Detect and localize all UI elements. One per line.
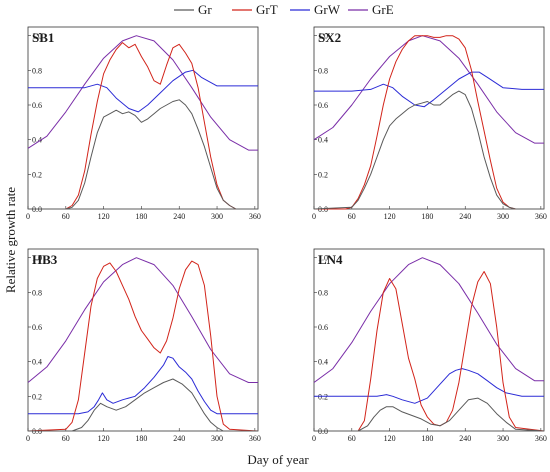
y-tick-label: 0.6 — [318, 323, 328, 332]
y-tick-label: 1.0 — [318, 32, 328, 41]
x-tick-label: 0 — [26, 212, 30, 221]
x-tick-label: 240 — [459, 212, 471, 221]
panel-frame-sb1 — [27, 26, 259, 210]
chart-legend: Gr GrT GrW GrE — [174, 2, 394, 17]
series-line-grw-sx2 — [314, 71, 544, 108]
x-tick-label: 120 — [98, 434, 110, 443]
x-tick-label: 240 — [173, 434, 185, 443]
series-line-grt-sb1 — [28, 42, 258, 210]
x-tick-label: 120 — [98, 212, 110, 221]
x-tick-label: 300 — [211, 212, 223, 221]
y-tick-label: 1.0 — [32, 32, 42, 41]
panel-title-ln4: LN4 — [318, 252, 343, 267]
x-tick-label: 180 — [421, 434, 433, 443]
x-tick-label: 180 — [135, 212, 147, 221]
y-tick-label: 0.6 — [318, 101, 328, 110]
y-tick-label: 0.2 — [318, 392, 328, 401]
series-line-gre-hb3 — [27, 257, 258, 383]
panel-title-sb1: SB1 — [32, 30, 54, 45]
series-line-grw-sb1 — [28, 69, 258, 113]
y-tick-label: 0.8 — [32, 66, 42, 75]
panel-frame-ln4 — [313, 248, 545, 432]
series-line-gr-sx2 — [313, 90, 544, 210]
x-tick-label: 300 — [497, 434, 509, 443]
legend-label-grw: GrW — [314, 2, 341, 17]
series-line-gr-hb3 — [28, 378, 258, 432]
legend-label-gr: Gr — [198, 2, 212, 17]
series-line-grt-ln4 — [314, 271, 545, 432]
y-tick-label: 0.2 — [318, 170, 328, 179]
y-tick-label: 0.2 — [32, 392, 42, 401]
x-axis-title: Day of year — [247, 452, 309, 467]
x-tick-label: 180 — [421, 212, 433, 221]
x-tick-label: 0 — [26, 434, 30, 443]
x-tick-label: 240 — [459, 434, 471, 443]
panel-frame-hb3 — [27, 248, 259, 432]
series-line-grw-ln4 — [314, 368, 544, 404]
x-tick-label: 60 — [348, 212, 356, 221]
x-tick-label: 240 — [173, 212, 185, 221]
x-tick-label: 60 — [62, 434, 70, 443]
panel-title-sx2: SX2 — [318, 30, 341, 45]
series-line-grt-hb3 — [27, 260, 259, 432]
y-tick-label: 0.4 — [318, 136, 328, 145]
x-tick-label: 300 — [497, 212, 509, 221]
x-tick-label: 360 — [535, 434, 547, 443]
x-tick-label: 0 — [312, 212, 316, 221]
y-tick-label: 0.4 — [32, 136, 42, 145]
series-line-gr-ln4 — [314, 397, 545, 432]
x-tick-label: 360 — [249, 212, 261, 221]
y-tick-label: 0.8 — [32, 288, 42, 297]
y-tick-label: 0.4 — [318, 358, 328, 367]
y-tick-label: 1.0 — [32, 254, 42, 263]
series-line-grw-hb3 — [28, 356, 258, 415]
panel-frame-sx2 — [313, 26, 545, 210]
x-tick-label: 60 — [62, 212, 70, 221]
legend-label-gre: GrE — [372, 2, 394, 17]
series-line-gre-sx2 — [313, 35, 544, 144]
panel-title-hb3: HB3 — [32, 252, 58, 267]
series-line-gr-sb1 — [28, 99, 258, 210]
x-tick-label: 120 — [384, 212, 396, 221]
x-tick-label: 120 — [384, 434, 396, 443]
chart-panels: 0.00.20.40.60.81.00 60 120 180 240 300 360SB10… — [26, 26, 547, 443]
y-tick-label: 0.4 — [32, 358, 42, 367]
y-axis-title: Relative growth rate — [3, 187, 18, 293]
x-tick-label: 180 — [135, 434, 147, 443]
y-tick-label: 0.6 — [32, 101, 42, 110]
y-tick-label: 0.8 — [318, 288, 328, 297]
legend-label-grt: GrT — [256, 2, 278, 17]
y-tick-label: 0.2 — [32, 170, 42, 179]
y-tick-label: 0.6 — [32, 323, 42, 332]
series-line-gre-ln4 — [313, 257, 544, 383]
x-tick-label: 360 — [249, 434, 261, 443]
x-tick-label: 0 — [312, 434, 316, 443]
x-tick-label: 360 — [535, 212, 547, 221]
y-tick-label: 1.0 — [318, 254, 328, 263]
series-line-gre-sb1 — [27, 35, 258, 151]
x-tick-label: 60 — [348, 434, 356, 443]
x-tick-label: 300 — [211, 434, 223, 443]
series-line-grt-sx2 — [314, 35, 544, 210]
y-tick-label: 0.8 — [318, 66, 328, 75]
